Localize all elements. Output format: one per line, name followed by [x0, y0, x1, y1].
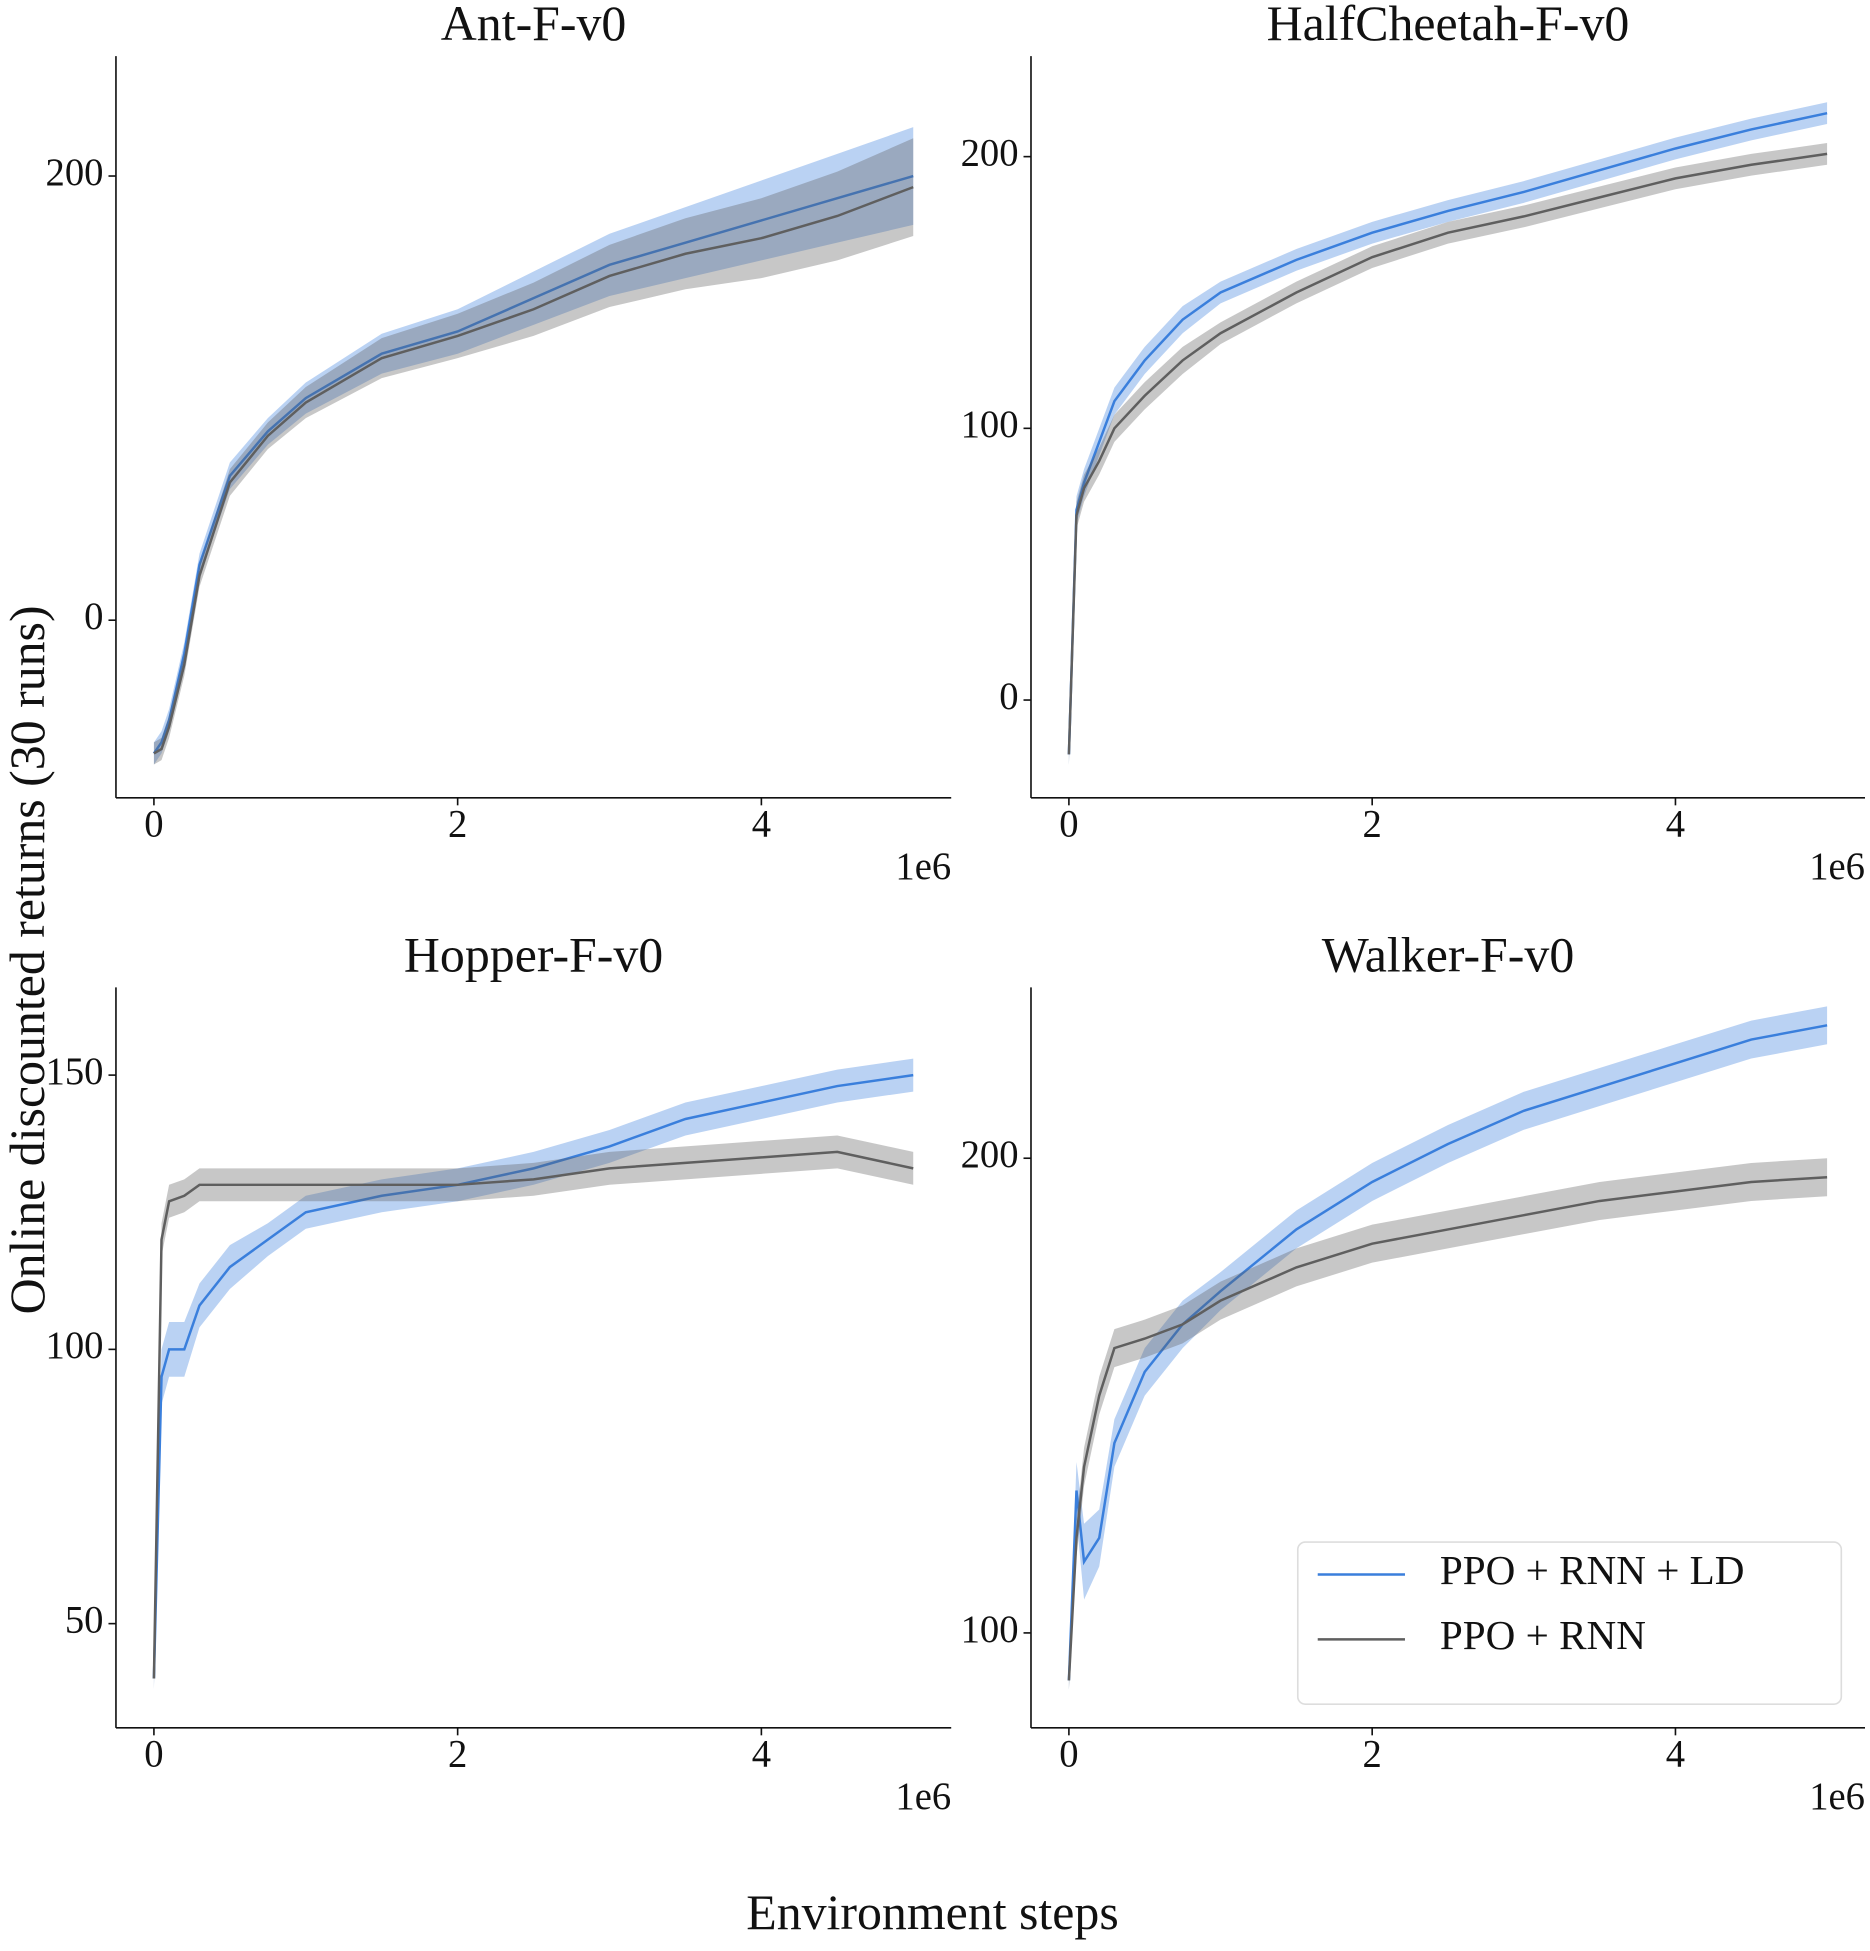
y-tick-label: 100	[961, 1609, 1019, 1651]
x-offset-label: 1e6	[895, 846, 951, 888]
x-offset-label: 1e6	[895, 1776, 951, 1818]
x-tick-label: 4	[1666, 804, 1685, 846]
y-tick-label: 0	[999, 676, 1018, 718]
series-line	[152, 174, 914, 755]
chart-title: Ant-F-v0	[441, 0, 627, 51]
x-tick-label: 4	[752, 1734, 771, 1776]
series-line	[1067, 152, 1828, 755]
x-tick-label: 2	[1363, 804, 1382, 846]
series-line	[153, 185, 914, 755]
x-axis-label: Environment steps	[746, 1885, 1119, 1940]
spread-band	[153, 1058, 914, 1690]
spread-band	[1068, 1158, 1828, 1690]
x-tick-label: 0	[144, 1734, 163, 1776]
x-tick-label: 2	[448, 804, 467, 846]
chart-title: Walker-F-v0	[1322, 927, 1575, 982]
series-line	[1067, 1024, 1828, 1681]
y-tick-label: 200	[961, 1134, 1019, 1176]
plot-area	[152, 127, 914, 765]
legend-box	[1296, 1541, 1843, 1705]
legend-label: PPO + RNN + LD	[1440, 1547, 1745, 1593]
y-tick-label: 0	[84, 596, 103, 638]
plot-area	[152, 1058, 914, 1690]
chart-title: Hopper-F-v0	[404, 927, 663, 982]
x-offset-label: 1e6	[1809, 846, 1865, 888]
plot-area	[1067, 1006, 1828, 1690]
series-line	[1067, 111, 1828, 755]
x-tick-label: 4	[752, 804, 771, 846]
plot-area	[1067, 102, 1828, 766]
spread-band	[153, 1135, 914, 1690]
series-line	[1067, 1175, 1828, 1681]
y-tick-label: 50	[65, 1600, 104, 1642]
y-tick-label: 150	[46, 1051, 104, 1093]
y-tick-label: 100	[961, 404, 1019, 446]
y-axis-label: Online discounted returns (30 runs)	[0, 605, 55, 1314]
y-tick-label: 200	[961, 133, 1019, 175]
series-line	[152, 1150, 914, 1679]
legend-label: PPO + RNN	[1440, 1612, 1646, 1658]
x-tick-label: 0	[144, 804, 163, 846]
chart-title: HalfCheetah-F-v0	[1267, 0, 1630, 51]
x-tick-label: 0	[1059, 804, 1078, 846]
x-offset-label: 1e6	[1809, 1776, 1865, 1818]
x-tick-label: 4	[1666, 1734, 1685, 1776]
x-tick-label: 2	[1363, 1734, 1382, 1776]
spread-band	[153, 138, 914, 765]
y-tick-label: 200	[46, 152, 104, 194]
series-line	[152, 1073, 914, 1679]
spread-band	[1068, 143, 1828, 766]
y-tick-label: 100	[46, 1325, 104, 1367]
x-tick-label: 2	[448, 1734, 467, 1776]
spread-band	[1068, 102, 1828, 766]
spread-band	[153, 127, 914, 765]
x-tick-label: 0	[1059, 1734, 1078, 1776]
